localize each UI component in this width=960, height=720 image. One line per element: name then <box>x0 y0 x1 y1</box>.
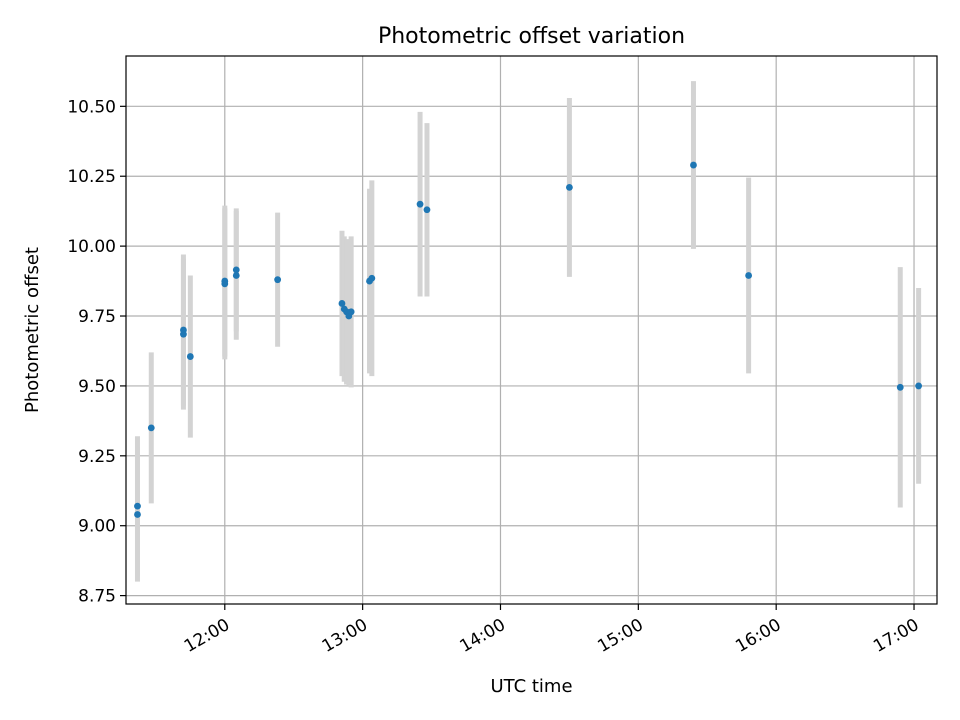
x-axis-ticks: 12:00 13:00 14:00 15:00 16:00 17:00 <box>181 604 923 657</box>
x-tick-label: 12:00 <box>181 615 233 657</box>
x-tick-label: 16:00 <box>732 615 784 657</box>
data-point <box>745 272 753 279</box>
data-point <box>180 330 187 338</box>
data-point <box>338 300 346 307</box>
data-point <box>232 266 240 274</box>
data-point <box>186 353 194 360</box>
data-point <box>274 276 282 284</box>
plot-frame <box>125 55 938 605</box>
y-tick-label: 10.50 <box>67 97 116 117</box>
y-tick-label: 9.00 <box>78 517 116 537</box>
data-point <box>423 206 431 214</box>
y-tick-label: 9.75 <box>78 307 116 327</box>
y-axis-label: Photometric offset <box>22 247 43 413</box>
y-tick-label: 10.25 <box>67 167 116 187</box>
data-point <box>147 424 155 432</box>
data-point <box>134 511 141 518</box>
x-tick-label: 14:00 <box>457 615 509 657</box>
chart-title: Photometric offset variation <box>378 24 685 49</box>
y-tick-label: 10.00 <box>67 237 116 257</box>
y-tick-label: 9.50 <box>78 377 116 397</box>
data-points <box>134 161 923 518</box>
y-tick-label: 8.75 <box>78 587 116 607</box>
data-point <box>232 272 240 279</box>
x-tick-label: 15:00 <box>594 615 646 657</box>
data-point <box>368 274 376 282</box>
grid-lines <box>126 56 937 604</box>
data-point <box>416 200 424 208</box>
x-tick-label: 17:00 <box>870 615 922 657</box>
data-point <box>915 382 923 390</box>
y-tick-label: 9.25 <box>78 447 116 467</box>
x-tick-label: 13:00 <box>319 615 371 657</box>
plot-background <box>126 56 937 604</box>
y-axis-ticks: 8.75 9.00 9.25 9.50 9.75 10.00 10.25 10.50 <box>67 97 126 607</box>
data-point <box>134 502 141 510</box>
data-point <box>221 280 229 288</box>
data-point <box>566 184 573 191</box>
data-point <box>896 383 904 391</box>
data-point <box>347 308 355 316</box>
data-point <box>690 161 697 169</box>
x-axis-label: UTC time <box>490 676 572 697</box>
